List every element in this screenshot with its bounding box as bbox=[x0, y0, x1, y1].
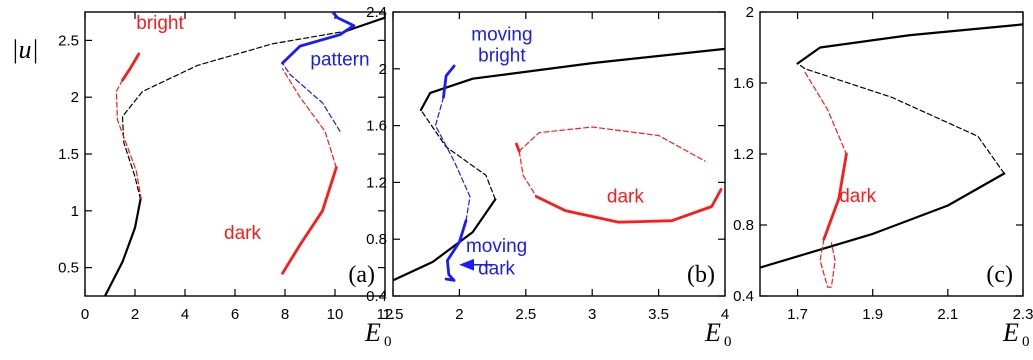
y-tick-label: 2 bbox=[746, 4, 754, 21]
x-tick-label: 2.3 bbox=[1013, 306, 1033, 323]
x-tick-label: 0 bbox=[81, 306, 89, 323]
series-line-red-dashed bbox=[281, 68, 337, 169]
series-annotation: dark bbox=[839, 186, 876, 207]
panel-0: 0 2 4 6 8 10 12 0.5 1 1.5 2 2.5 bright pattern dark (a)… bbox=[11, 11, 394, 350]
series-line-blue-solid bbox=[442, 64, 456, 99]
series-annotation: moving bbox=[471, 24, 532, 45]
y-tick-label: 1.6 bbox=[733, 75, 754, 92]
series-line-red-solid bbox=[281, 166, 338, 275]
y-tick-label: 2.4 bbox=[366, 4, 387, 21]
series-line-red-solid bbox=[535, 188, 723, 224]
series-line-black-dashed bbox=[121, 30, 346, 200]
series-annotation: bright bbox=[136, 13, 184, 34]
y-tick-label: 1.5 bbox=[58, 146, 79, 163]
x-tick-label: 1.7 bbox=[787, 306, 808, 323]
series-line-red-dashed bbox=[518, 126, 706, 162]
panel-label: (c) bbox=[986, 262, 1013, 288]
x-axis-label-subscript: 0 bbox=[724, 334, 732, 350]
series-line-black-solid bbox=[343, 16, 385, 33]
x-tick-label: 2.1 bbox=[937, 306, 958, 323]
x-tick-label: 4 bbox=[181, 306, 189, 323]
plot-frame bbox=[392, 11, 726, 297]
x-tick-label: 6 bbox=[231, 306, 239, 323]
series-annotation: dark bbox=[224, 223, 261, 244]
series-line-black-dashed bbox=[797, 62, 1005, 175]
series-line-black-solid bbox=[760, 172, 1006, 269]
y-tick-label: 0.4 bbox=[733, 288, 754, 305]
x-axis-label-subscript: 0 bbox=[384, 334, 392, 350]
y-tick-label: 0.8 bbox=[366, 231, 387, 248]
x-tick-label: 1.5 bbox=[383, 306, 404, 323]
y-tick-label: 1.2 bbox=[733, 146, 754, 163]
series-line-black-dashed bbox=[420, 109, 496, 200]
y-tick-label: 0.5 bbox=[58, 260, 79, 277]
x-tick-label: 8 bbox=[281, 306, 289, 323]
series-line-red-solid bbox=[822, 152, 848, 241]
plot-frame bbox=[759, 11, 1024, 297]
x-axis-label: E bbox=[364, 318, 381, 347]
series-line-black-solid bbox=[103, 198, 142, 296]
series-line-red-dashed bbox=[115, 79, 142, 200]
series-annotation: dark bbox=[607, 186, 644, 207]
series-line-red-solid bbox=[515, 142, 521, 153]
series-annotation: bright bbox=[478, 46, 526, 67]
series-line-blue-dashed bbox=[281, 62, 341, 132]
x-tick-label: 3.5 bbox=[648, 306, 669, 323]
x-tick-label: 12 bbox=[377, 306, 394, 323]
series-line-red-dashed bbox=[819, 238, 836, 288]
y-tick-label: 2 bbox=[379, 61, 387, 78]
series-annotation: pattern bbox=[310, 49, 369, 70]
x-axis-label: E bbox=[704, 318, 721, 347]
series-group bbox=[103, 12, 385, 296]
series-line-red-dashed bbox=[518, 150, 537, 198]
x-tick-label: 2.5 bbox=[515, 306, 536, 323]
series-annotation: moving bbox=[466, 236, 527, 257]
x-tick-label: 3 bbox=[588, 306, 596, 323]
x-tick-label: 4 bbox=[721, 306, 729, 323]
series-group bbox=[760, 23, 1023, 288]
y-tick-label: 1.2 bbox=[366, 174, 387, 191]
y-axis-label: |u| bbox=[11, 35, 38, 64]
series-line-red-dashed bbox=[804, 71, 847, 155]
panel-label: (a) bbox=[348, 262, 375, 288]
y-tick-label: 0.4 bbox=[366, 288, 387, 305]
series-line-black-solid bbox=[796, 23, 1023, 65]
x-tick-label: 2 bbox=[131, 306, 139, 323]
x-axis-label: E bbox=[1002, 318, 1019, 347]
y-tick-label: 0.8 bbox=[733, 217, 754, 234]
y-tick-label: 1.6 bbox=[366, 118, 387, 135]
y-tick-label: 2 bbox=[71, 89, 79, 106]
y-tick-label: 1 bbox=[71, 203, 79, 220]
series-line-blue-solid bbox=[281, 12, 356, 65]
series-line-blue-dashed bbox=[434, 96, 471, 222]
x-tick-label: 1.9 bbox=[862, 306, 883, 323]
panel-label: (b) bbox=[687, 262, 715, 288]
series-line-blue-solid bbox=[444, 219, 468, 282]
x-axis-label-subscript: 0 bbox=[1022, 334, 1030, 350]
series-line-black-solid bbox=[393, 198, 497, 282]
panel-1: 1.5 2 2.5 3 3.5 40.40.81.21.622.4movingbright… bbox=[366, 4, 731, 350]
panel-2: 1.7 1.9 2.1 2.3 0.4 0.8 1.2 1.6 2 dark (c) E 0 bbox=[733, 4, 1033, 350]
x-tick-label: 2 bbox=[455, 306, 463, 323]
series-annotation: dark bbox=[478, 259, 515, 280]
y-tick-label: 2.5 bbox=[58, 32, 79, 49]
series-group bbox=[393, 47, 725, 282]
series-line-red-solid bbox=[121, 52, 141, 82]
x-tick-label: 10 bbox=[327, 306, 344, 323]
series-line-black-solid bbox=[419, 47, 725, 112]
